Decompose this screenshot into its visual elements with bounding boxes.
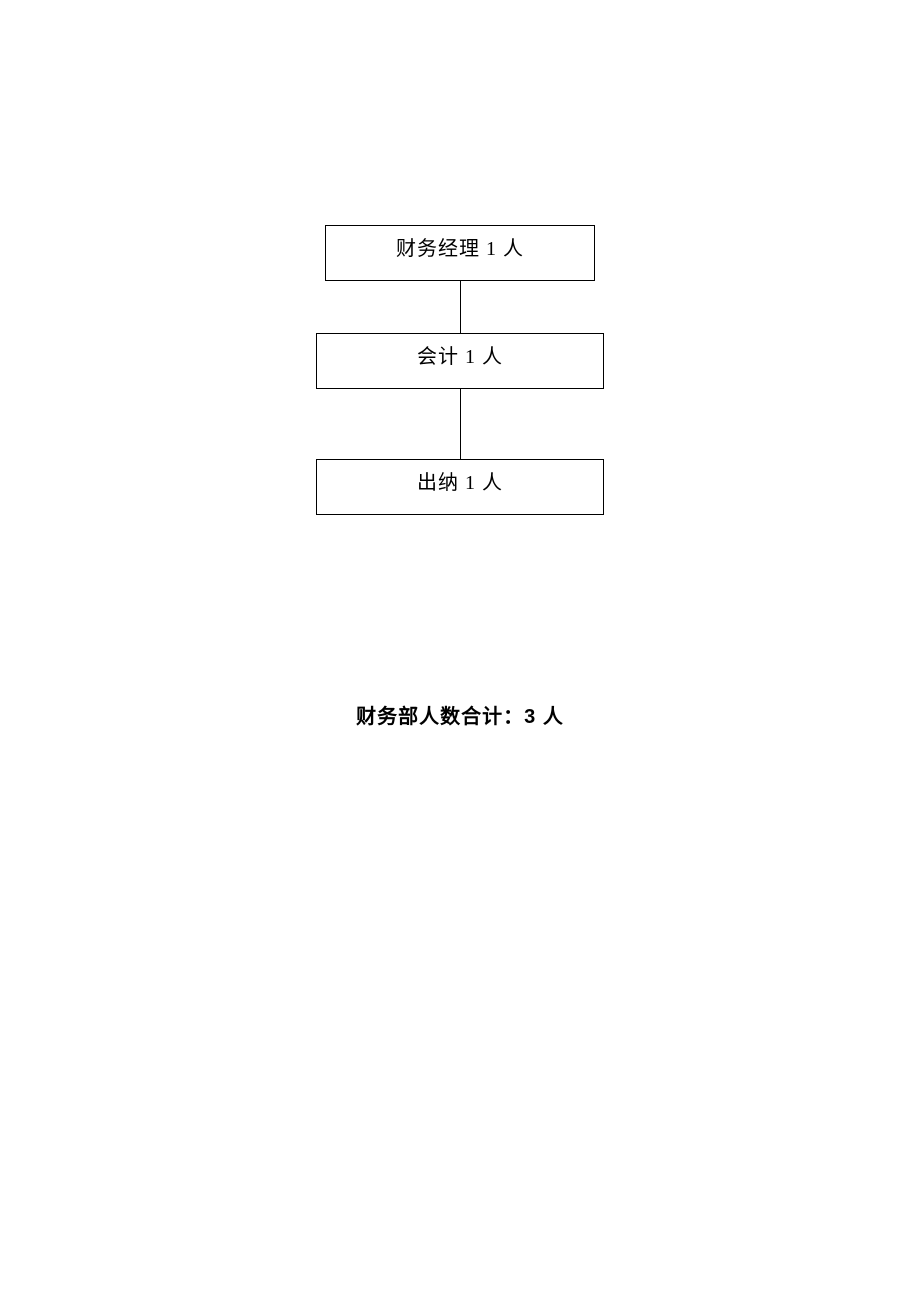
node-manager: 财务经理 1 人 xyxy=(325,225,595,281)
connector xyxy=(460,281,461,333)
node-accountant: 会计 1 人 xyxy=(316,333,604,389)
node-cashier: 出纳 1 人 xyxy=(316,459,604,515)
node-label: 出纳 1 人 xyxy=(417,466,503,495)
node-label: 会计 1 人 xyxy=(417,340,503,369)
node-label: 财务经理 1 人 xyxy=(396,232,524,261)
summary-text: 财务部人数合计：3 人 xyxy=(356,700,564,729)
org-chart: 财务经理 1 人 会计 1 人 出纳 1 人 xyxy=(316,225,604,515)
connector xyxy=(460,389,461,459)
